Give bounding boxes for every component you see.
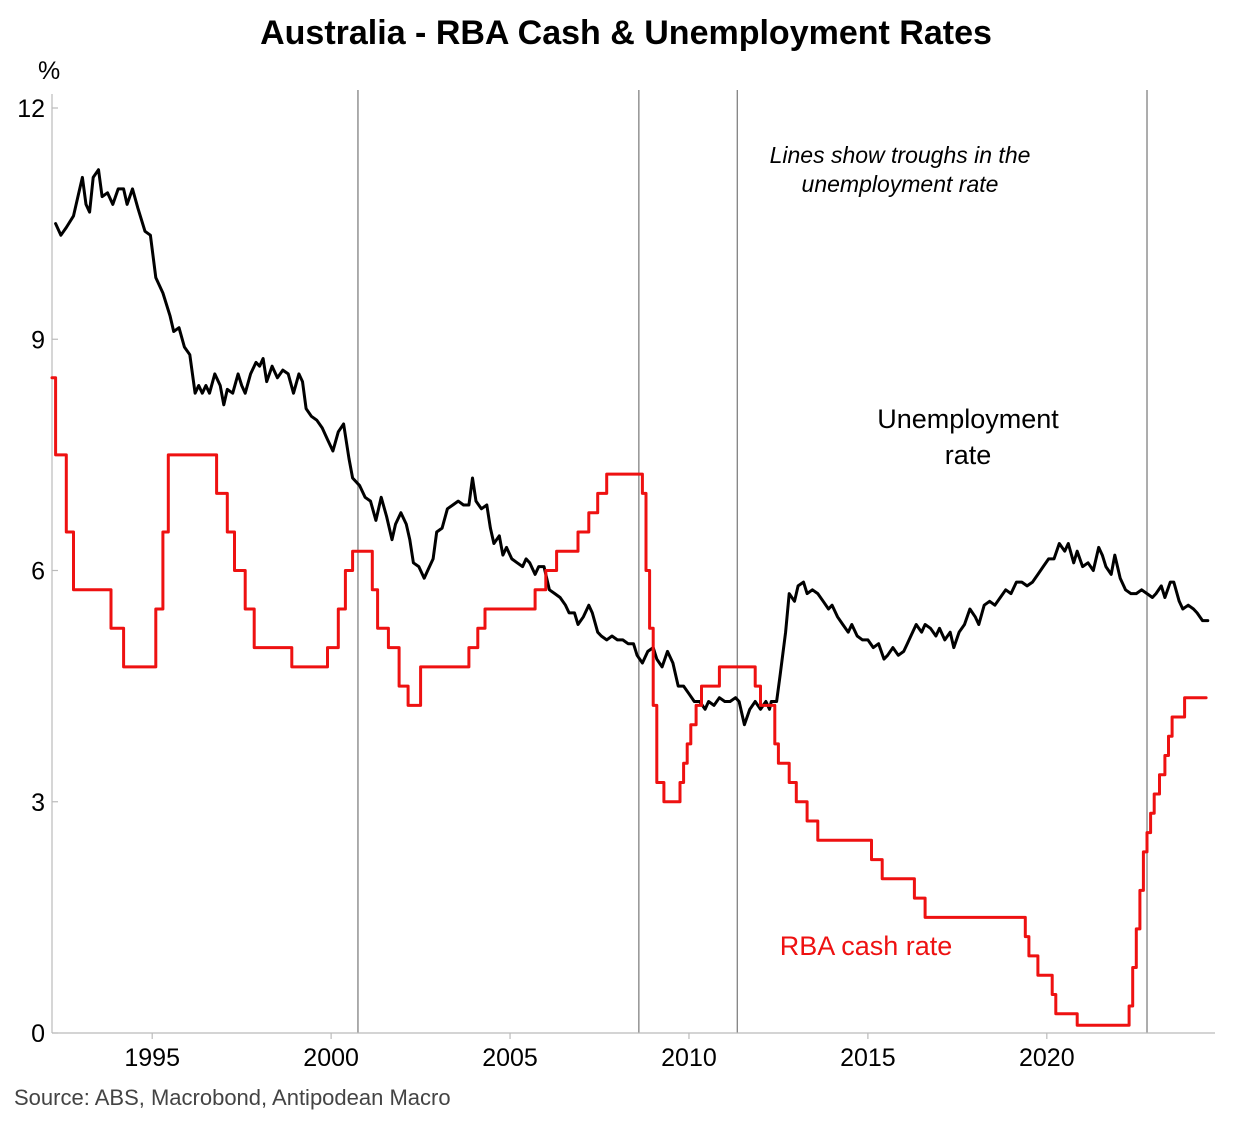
trough-annotation: Lines show troughs in the unemployment r…	[770, 142, 1031, 197]
y-tick-label: 12	[17, 95, 45, 123]
unemployment-rate-line	[54, 168, 1210, 727]
x-tick-label: 2010	[661, 1044, 717, 1072]
x-axis: 1995 2000 2005 2010 2015 2020	[52, 1032, 1215, 1072]
y-axis-unit: %	[38, 57, 60, 85]
series-lines	[50, 168, 1210, 1027]
trough-lines	[357, 90, 1148, 1033]
x-tick-label: 2015	[840, 1044, 896, 1072]
chart-title: Australia - RBA Cash & Unemployment Rate…	[260, 14, 992, 52]
y-axis: 0 3 6 9 12	[17, 94, 58, 1048]
unemployment-label-line-2: rate	[945, 440, 992, 470]
unemployment-label-line-1: Unemployment	[877, 404, 1059, 434]
x-tick-label: 1995	[124, 1044, 180, 1072]
y-tick-label: 3	[31, 789, 45, 817]
annotation-line-1: Lines show troughs in the	[770, 142, 1031, 168]
x-tick-label: 2000	[303, 1044, 359, 1072]
unemployment-series-label: Unemployment rate	[877, 404, 1059, 470]
y-tick-label: 6	[31, 558, 45, 586]
y-tick-label: 0	[31, 1020, 45, 1048]
x-tick-label: 2005	[482, 1044, 538, 1072]
annotation-line-2: unemployment rate	[802, 171, 999, 197]
rba-cash-rate-line	[50, 376, 1208, 1027]
y-tick-label: 9	[31, 326, 45, 354]
cash-rate-series-label: RBA cash rate	[780, 931, 953, 961]
x-tick-label: 2020	[1019, 1044, 1075, 1072]
source-note: Source: ABS, Macrobond, Antipodean Macro	[14, 1085, 451, 1110]
